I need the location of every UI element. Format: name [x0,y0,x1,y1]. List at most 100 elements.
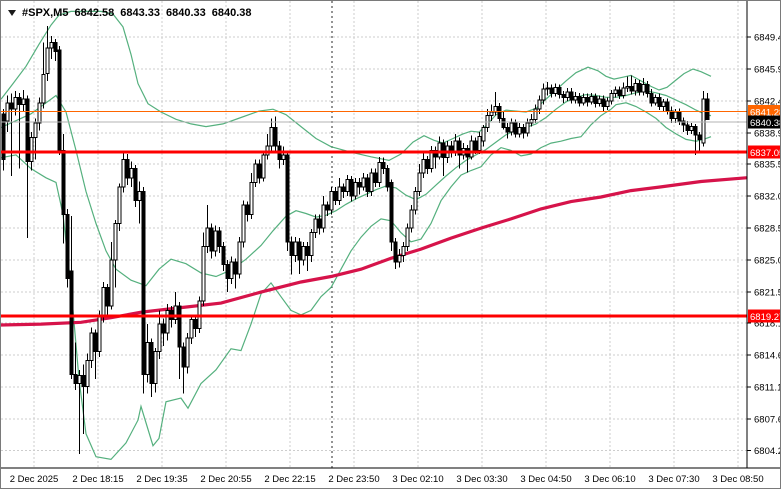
candle [229,256,234,284]
chart-dropdown-icon[interactable] [8,10,16,16]
candle-body [505,127,510,133]
candle-body [685,124,690,131]
candle-body [689,126,694,131]
candle-body [121,159,126,188]
candle-body [597,98,602,105]
candle-body [45,47,50,75]
candle [545,81,550,96]
candle-body [569,91,574,101]
candle [397,249,402,268]
candle-body [585,96,590,103]
candle [49,36,54,59]
candle [89,327,94,368]
candle [409,205,414,233]
candle [93,329,98,379]
candle-body [533,108,538,120]
candle-body [201,245,206,302]
candle-body [265,145,270,156]
candle [233,258,238,289]
candle [41,42,46,109]
candle-body [625,85,630,89]
candle-body [309,232,314,257]
candle-body [609,93,614,102]
candle-body [393,241,398,263]
y-axis-tick-label: 6835.50 [754,160,781,171]
candle [329,186,334,215]
price-level-badge-bg [748,115,780,129]
candle [521,123,526,139]
candle [705,92,710,121]
candle [37,97,42,131]
candle [125,154,130,186]
candle-body [545,87,550,90]
candle-body [633,83,638,92]
candle [585,93,590,107]
candle-body [537,99,542,110]
ohlc-low-value: 6840.33 [166,7,206,19]
candle-body [145,341,150,375]
candle-body [69,270,74,375]
candle-body [153,351,158,385]
price-level-badge-text: 6819.27 [750,312,781,323]
candle [617,86,622,100]
candle [649,89,654,107]
candle [609,90,614,105]
candle-body [613,89,618,95]
candle-body [301,245,306,261]
price-level-badge-bg [748,105,780,118]
candle-body [369,172,374,193]
candle-body [105,287,110,307]
candle [189,314,194,345]
y-axis-tick-label: 6821.50 [754,288,781,299]
candle-body [313,218,318,234]
candle [109,241,114,310]
candle [605,97,610,111]
candle [185,333,190,374]
candle-body [477,136,482,151]
candle-body [125,159,130,179]
candle [25,95,30,239]
candle [361,173,366,191]
candle-body [297,241,302,261]
candle [597,95,602,107]
candle-body [473,140,478,151]
candle [661,99,666,112]
candle [357,177,362,195]
candle-body [321,204,326,229]
candle-body [65,213,70,279]
candle-body [649,93,654,104]
candle [213,225,218,257]
candle-body [1,113,6,161]
x-axis-tick-label: 2 Dec 19:35 [136,474,187,485]
candle [377,156,382,187]
y-axis-tick-label: 6838.90 [754,128,781,139]
candle-body [41,73,46,104]
candle [81,364,86,434]
candle [293,237,298,262]
candle [693,123,698,155]
candle [317,214,322,235]
candle-body [489,111,494,117]
candle [137,181,142,224]
candle [297,238,302,274]
candle [657,93,662,111]
candle-body [61,149,66,215]
candle-body [149,341,154,385]
ohlc-close-value: 6840.38 [211,7,252,19]
candle-body [697,134,702,140]
candle [57,46,62,155]
candle-body [157,323,162,353]
candle [313,214,318,239]
candle-body [9,102,14,110]
candle-body [357,181,362,188]
x-axis-tick-label: 2 Dec 20:55 [200,474,251,485]
candle-body [229,261,234,279]
candle [517,122,522,138]
candle-body [97,314,102,353]
candle [257,159,262,184]
price-level-badge: 6840.38 [748,115,780,129]
candle [133,164,138,208]
candle-body [549,87,554,95]
